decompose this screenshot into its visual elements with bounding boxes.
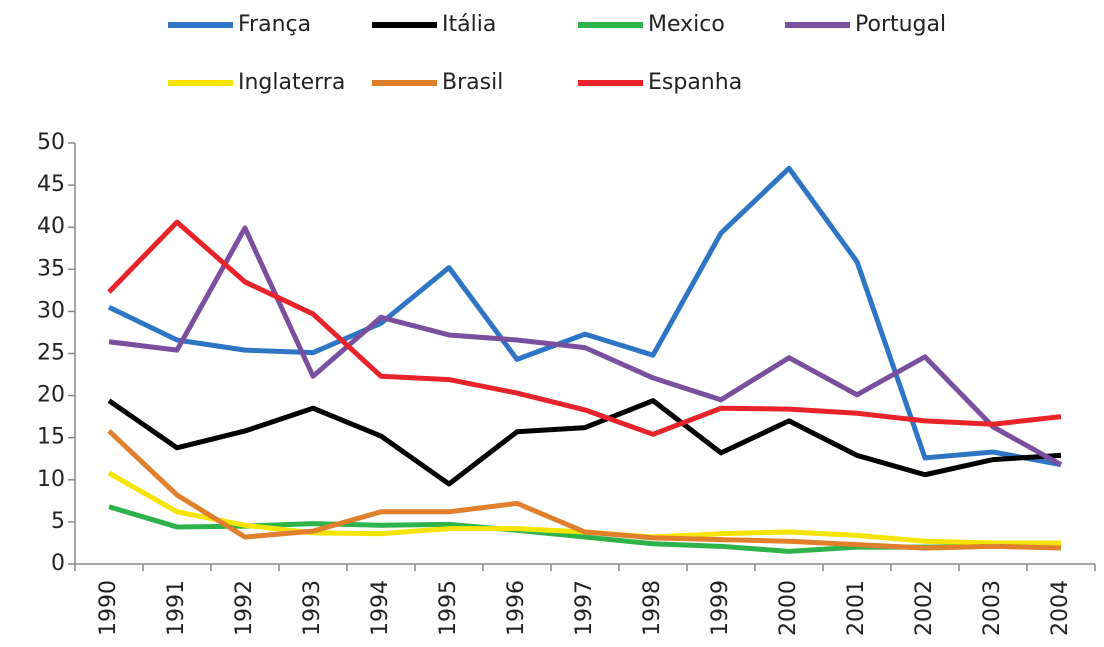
- x-tick-label: 1995: [436, 580, 461, 636]
- series-line: [108, 504, 1062, 554]
- y-tick-label: 10: [37, 467, 65, 492]
- y-tick-label: 50: [37, 130, 65, 155]
- x-tick-label: 1994: [368, 580, 393, 636]
- x-tick-label: 1990: [96, 580, 121, 636]
- legend-label: Mexico: [648, 12, 725, 37]
- legend-label: Espanha: [648, 70, 742, 95]
- y-tick-label: 15: [37, 425, 65, 450]
- legend-label: França: [238, 12, 311, 37]
- y-tick-label: 0: [51, 551, 65, 576]
- y-tick-label: 40: [37, 214, 65, 239]
- series-line: [107, 165, 1062, 468]
- x-tick-label: 2004: [1048, 580, 1073, 636]
- legend-label: Portugal: [855, 12, 946, 37]
- series-line: [107, 429, 1062, 551]
- series-line: [107, 219, 1062, 437]
- series-line: [108, 225, 1063, 467]
- x-tick-label: 2003: [980, 580, 1005, 636]
- x-tick-label: 2000: [776, 580, 801, 636]
- x-tick-label: 1999: [708, 580, 733, 636]
- x-tick-label: 2001: [844, 580, 869, 636]
- y-tick-label: 30: [37, 298, 65, 323]
- legend-label: Brasil: [442, 70, 503, 95]
- y-tick-label: 5: [51, 509, 65, 534]
- legend-label: Inglaterra: [238, 70, 345, 95]
- x-tick-label: 2002: [912, 580, 937, 636]
- y-tick-label: 20: [37, 383, 65, 408]
- y-tick-label: 35: [37, 256, 65, 281]
- legend-label: Itália: [442, 12, 496, 37]
- x-tick-label: 1993: [300, 580, 325, 636]
- series-line: [107, 398, 1062, 487]
- y-tick-label: 45: [37, 172, 65, 197]
- x-tick-label: 1991: [164, 580, 189, 636]
- x-tick-label: 1997: [572, 580, 597, 636]
- x-tick-label: 1996: [504, 580, 529, 636]
- x-tick-label: 1998: [640, 580, 665, 636]
- y-tick-label: 25: [37, 341, 65, 366]
- x-tick-label: 1992: [232, 580, 257, 636]
